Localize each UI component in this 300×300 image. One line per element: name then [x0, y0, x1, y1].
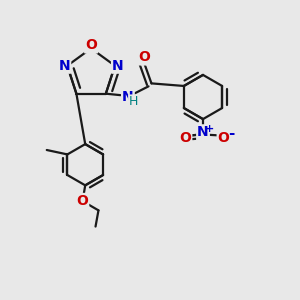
Text: O: O	[85, 38, 97, 52]
Text: O: O	[179, 131, 191, 145]
Text: +: +	[205, 124, 214, 134]
Text: N: N	[197, 125, 209, 139]
Text: N: N	[122, 90, 134, 104]
Text: N: N	[112, 59, 124, 73]
Text: O: O	[76, 194, 88, 208]
Text: N: N	[58, 59, 70, 73]
Text: O: O	[218, 131, 230, 145]
Text: O: O	[138, 50, 150, 64]
Text: H: H	[129, 95, 139, 108]
Text: -: -	[228, 126, 234, 141]
